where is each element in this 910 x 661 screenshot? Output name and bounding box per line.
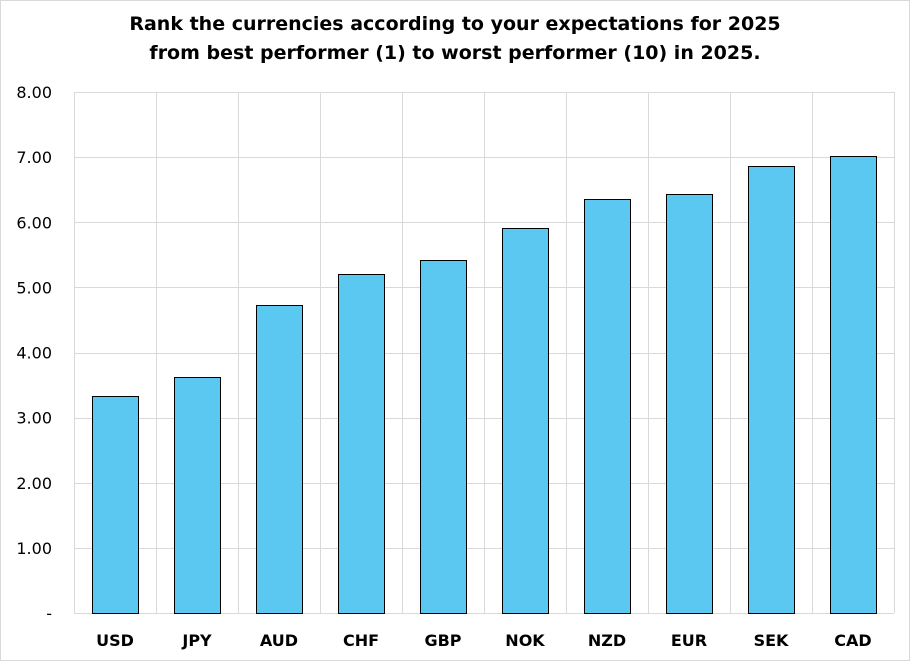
bar-eur <box>666 194 713 614</box>
chart-title: Rank the currencies according to your ex… <box>0 10 910 68</box>
y-tick-label: - <box>46 604 52 623</box>
x-category-label: USD <box>96 631 134 650</box>
x-category-label: CAD <box>834 631 871 650</box>
y-tick-label: 7.00 <box>16 148 52 167</box>
x-category-label: AUD <box>260 631 298 650</box>
bars <box>92 156 877 614</box>
chart-title-line-1: Rank the currencies according to your ex… <box>129 13 781 35</box>
x-category-label: JPY <box>181 631 212 650</box>
y-tick-label: 4.00 <box>16 344 52 363</box>
bar-cad <box>830 156 877 614</box>
y-axis-tick-labels: - 1.00 2.00 3.00 4.00 5.00 6.00 7.00 8.00 <box>16 83 52 623</box>
bar-jpy <box>174 377 221 614</box>
x-category-label: SEK <box>754 631 789 650</box>
x-category-label: CHF <box>343 631 379 650</box>
bar-chf <box>338 274 385 614</box>
x-category-label: NOK <box>505 631 545 650</box>
y-tick-label: 1.00 <box>16 539 52 558</box>
bar-nzd <box>584 199 631 614</box>
x-category-label: EUR <box>671 631 707 650</box>
bar-usd <box>92 396 139 614</box>
x-axis-category-labels: USD JPY AUD CHF GBP NOK NZD EUR SEK CAD <box>96 631 872 650</box>
chart-title-line-2: from best performer (1) to worst perform… <box>149 42 761 64</box>
y-tick-label: 6.00 <box>16 213 52 232</box>
bar-gbp <box>420 260 467 614</box>
y-tick-label: 5.00 <box>16 278 52 297</box>
y-tick-label: 3.00 <box>16 409 52 428</box>
bar-nok <box>502 228 549 614</box>
bar-aud <box>256 305 303 614</box>
y-tick-label: 2.00 <box>16 474 52 493</box>
x-category-label: GBP <box>424 631 461 650</box>
x-category-label: NZD <box>588 631 626 650</box>
y-tick-label: 8.00 <box>16 83 52 102</box>
bar-sek <box>748 166 795 614</box>
